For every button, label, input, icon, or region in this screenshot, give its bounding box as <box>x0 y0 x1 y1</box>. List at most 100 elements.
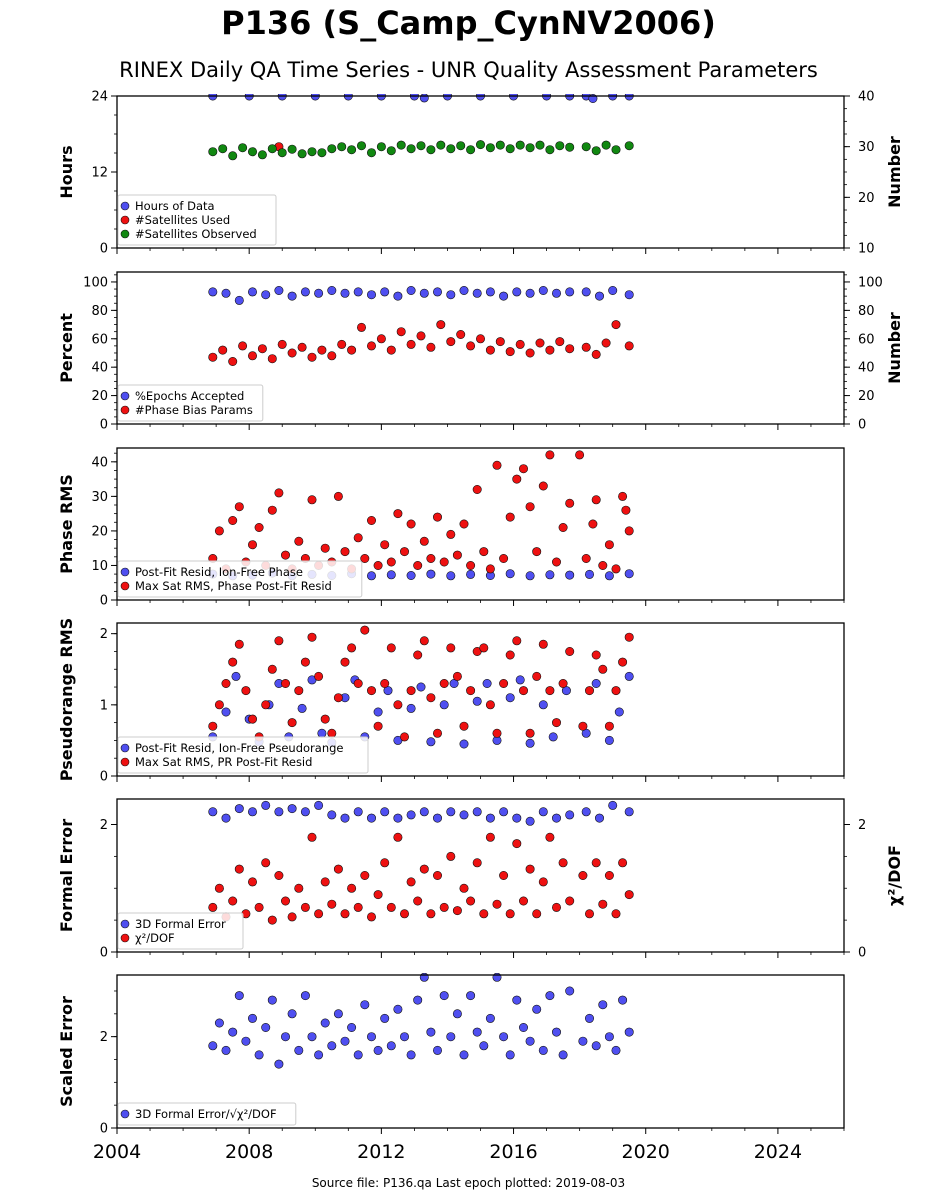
data-point <box>294 536 304 546</box>
y2-tick-label: 60 <box>858 332 875 347</box>
data-point <box>551 902 561 912</box>
data-point <box>565 498 575 508</box>
data-point <box>548 732 558 742</box>
y2-axis-label: χ²/DOF <box>885 845 904 906</box>
data-point <box>267 995 277 1005</box>
data-point <box>624 141 634 151</box>
data-point <box>594 291 604 301</box>
data-point <box>380 1013 390 1023</box>
data-point <box>459 883 469 893</box>
data-point <box>317 345 327 355</box>
data-point <box>485 287 495 297</box>
data-point <box>624 890 634 900</box>
data-point <box>257 150 267 160</box>
data-point <box>459 810 469 820</box>
data-point <box>257 344 267 354</box>
page-subtitle: RINEX Daily QA Time Series - UNR Quality… <box>119 58 818 82</box>
data-point <box>280 550 290 560</box>
data-point <box>228 356 238 366</box>
data-point <box>208 147 218 157</box>
data-point <box>578 721 588 731</box>
data-point <box>267 354 277 364</box>
data-point <box>234 639 244 649</box>
data-point <box>591 146 601 156</box>
data-point <box>294 686 304 696</box>
data-point <box>340 288 350 298</box>
data-point <box>611 564 621 574</box>
data-point <box>584 1013 594 1023</box>
data-point <box>287 291 297 301</box>
legend-box <box>117 194 277 246</box>
data-point <box>575 450 585 460</box>
y-tick-label: 20 <box>91 389 108 404</box>
data-point <box>396 140 406 150</box>
data-point <box>261 700 271 710</box>
data-point <box>532 671 542 681</box>
data-point <box>525 864 535 874</box>
data-point <box>459 721 469 731</box>
data-point <box>512 839 522 849</box>
data-point <box>248 287 258 297</box>
data-point <box>360 553 370 563</box>
data-point <box>466 569 476 579</box>
data-point <box>545 570 555 580</box>
legend-marker <box>120 919 130 929</box>
source-footer: Source file: P136.qa Last epoch plotted:… <box>311 1176 626 1190</box>
data-point <box>492 460 502 470</box>
data-point <box>300 807 310 817</box>
data-point <box>380 858 390 868</box>
data-point <box>558 1050 568 1060</box>
data-point <box>297 703 307 713</box>
data-point <box>518 896 528 906</box>
data-point <box>406 285 416 295</box>
data-point <box>399 547 409 557</box>
data-point <box>456 141 466 151</box>
data-point <box>274 807 284 817</box>
data-point <box>327 728 337 738</box>
y2-tick-label: 80 <box>858 304 875 319</box>
data-point <box>545 450 555 460</box>
y-tick-label: 0 <box>100 418 108 433</box>
data-point <box>386 902 396 912</box>
legend: 3D Formal Error/√χ²/DOF <box>117 1102 297 1126</box>
data-point <box>314 909 324 919</box>
data-point <box>604 870 614 880</box>
data-point <box>274 488 284 498</box>
data-point <box>591 858 601 868</box>
data-point <box>525 816 535 826</box>
data-point <box>406 877 416 887</box>
data-point <box>208 287 218 297</box>
y2-tick-label: 20 <box>858 191 875 206</box>
data-point <box>366 571 376 581</box>
y-tick-label: 2 <box>100 1030 108 1045</box>
data-point <box>333 864 343 874</box>
legend-marker <box>120 391 130 401</box>
y2-tick-label: 20 <box>858 389 875 404</box>
data-point <box>274 636 284 646</box>
data-point <box>314 288 324 298</box>
data-point <box>538 877 548 887</box>
data-point <box>565 810 575 820</box>
data-point <box>482 678 492 688</box>
data-point <box>598 899 608 909</box>
data-point <box>366 515 376 525</box>
data-point <box>314 1050 324 1060</box>
data-point <box>598 1000 608 1010</box>
data-point <box>353 533 363 543</box>
data-point <box>499 291 509 301</box>
data-point <box>267 505 277 515</box>
data-point <box>499 678 509 688</box>
data-point <box>221 1045 231 1055</box>
data-point <box>261 290 271 300</box>
data-point <box>317 728 327 738</box>
data-point <box>426 1027 436 1037</box>
data-point <box>373 560 383 570</box>
data-point <box>347 345 357 355</box>
panel-2: 0 20 40 60 80 100 Percent 0 20 40 60 80 100 Number %Ep… <box>57 271 904 433</box>
data-point <box>413 896 423 906</box>
data-point <box>320 714 330 724</box>
y2-tick-label: 0 <box>858 946 866 961</box>
data-point <box>452 671 462 681</box>
data-point <box>419 636 429 646</box>
data-point <box>274 1059 284 1069</box>
